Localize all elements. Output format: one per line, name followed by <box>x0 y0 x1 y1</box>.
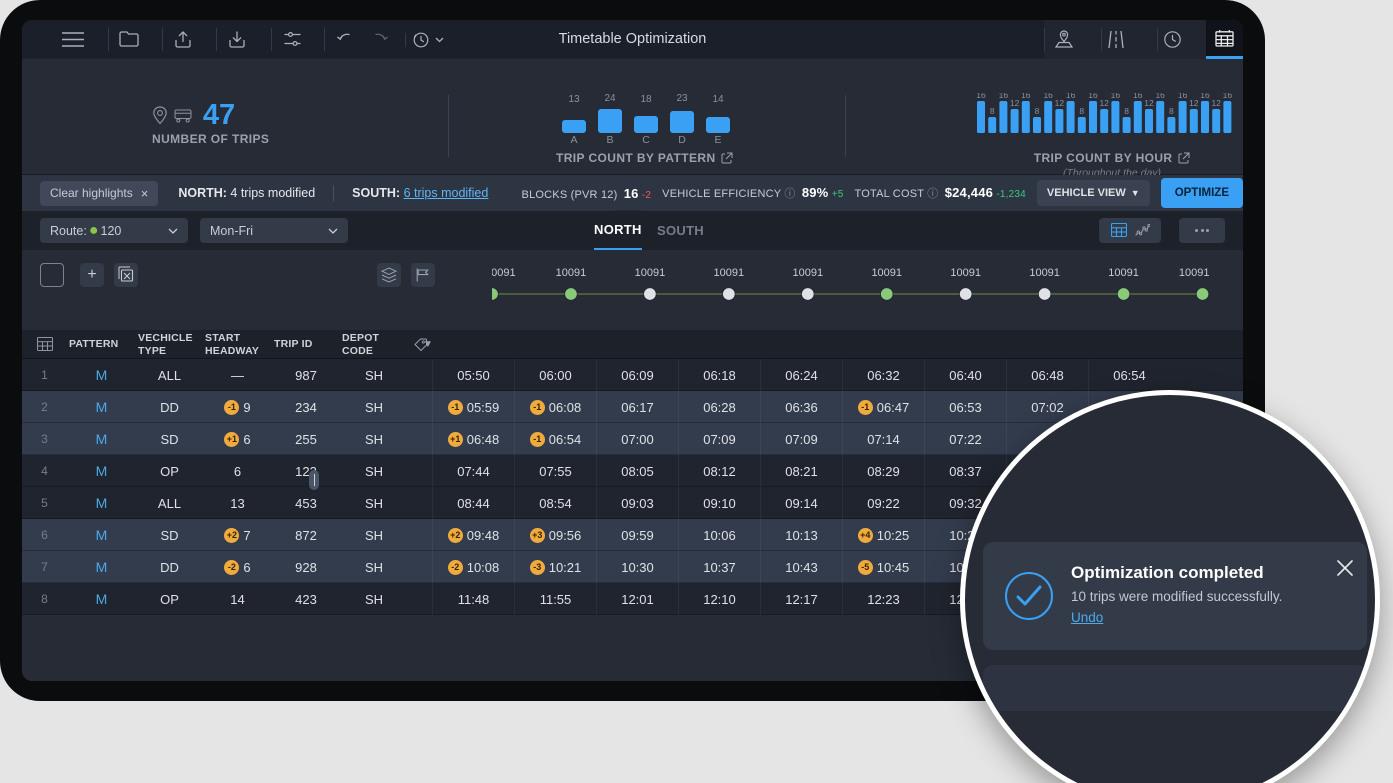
svg-text:E: E <box>714 134 721 146</box>
svg-text:C: C <box>642 134 650 146</box>
svg-text:10091: 10091 <box>1108 268 1139 279</box>
svg-text:23: 23 <box>676 93 688 104</box>
svg-text:16: 16 <box>1133 93 1143 100</box>
svg-text:8: 8 <box>1169 106 1174 116</box>
svg-text:24: 24 <box>604 93 616 104</box>
svg-text:12: 12 <box>1010 98 1020 108</box>
svg-text:16: 16 <box>1088 93 1098 100</box>
svg-text:10091: 10091 <box>792 268 823 279</box>
svg-text:10091: 10091 <box>1179 268 1210 279</box>
svg-text:16: 16 <box>977 93 986 100</box>
svg-text:14: 14 <box>712 94 724 105</box>
svg-text:A: A <box>570 134 577 146</box>
svg-text:10091: 10091 <box>871 268 902 279</box>
svg-text:16: 16 <box>1178 93 1188 100</box>
svg-text:10091: 10091 <box>714 268 745 279</box>
svg-text:16: 16 <box>999 93 1009 100</box>
svg-text:12: 12 <box>1099 98 1109 108</box>
svg-text:B: B <box>606 134 613 146</box>
svg-text:12: 12 <box>1144 98 1154 108</box>
svg-text:D: D <box>678 134 686 146</box>
svg-text:16: 16 <box>1111 93 1121 100</box>
svg-text:10091: 10091 <box>635 268 666 279</box>
svg-text:18: 18 <box>640 94 652 105</box>
svg-text:16: 16 <box>1066 93 1076 100</box>
svg-text:16: 16 <box>1155 93 1165 100</box>
svg-text:8: 8 <box>1035 106 1040 116</box>
svg-text:16: 16 <box>1200 93 1210 100</box>
svg-text:8: 8 <box>1079 106 1084 116</box>
svg-text:12: 12 <box>1211 98 1221 108</box>
svg-text:12: 12 <box>1055 98 1065 108</box>
svg-text:10091: 10091 <box>1029 268 1060 279</box>
svg-text:10091: 10091 <box>556 268 587 279</box>
svg-text:13: 13 <box>568 94 580 105</box>
svg-text:12: 12 <box>1189 98 1199 108</box>
svg-text:10091: 10091 <box>492 268 516 279</box>
svg-text:8: 8 <box>990 106 995 116</box>
svg-text:10091: 10091 <box>950 268 981 279</box>
svg-text:16: 16 <box>1043 93 1053 100</box>
svg-text:8: 8 <box>1124 106 1129 116</box>
svg-text:16: 16 <box>1223 93 1233 100</box>
svg-text:16: 16 <box>1021 93 1031 100</box>
